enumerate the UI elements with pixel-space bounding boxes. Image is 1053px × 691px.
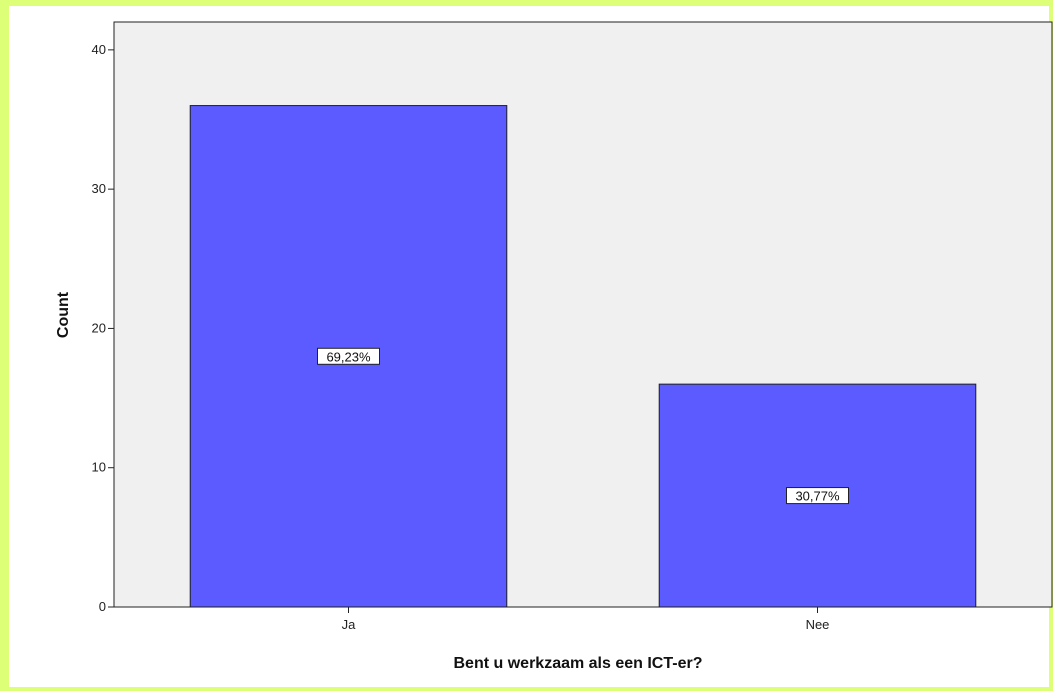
data-label: 30,77% xyxy=(786,487,849,505)
y-tick-label: 20 xyxy=(92,320,106,335)
y-axis: 0 10 20 30 40 xyxy=(92,42,114,614)
y-tick-label: 10 xyxy=(92,460,106,475)
x-tick-label: Nee xyxy=(806,617,830,632)
y-axis-title: Count xyxy=(55,291,72,338)
x-axis: Ja Nee xyxy=(342,607,830,632)
y-tick-label: 40 xyxy=(92,42,106,57)
y-tick-label: 30 xyxy=(92,181,106,196)
data-label-text: 69,23% xyxy=(326,349,371,364)
data-label-box xyxy=(317,347,380,365)
data-label: 69,23% xyxy=(317,347,380,365)
x-tick-label: Ja xyxy=(342,617,357,632)
y-tick-label: 0 xyxy=(99,599,106,614)
data-label-text: 30,77% xyxy=(795,489,840,504)
data-label-box xyxy=(786,487,849,505)
x-axis-title: Bent u werkzaam als een ICT-er? xyxy=(454,655,703,672)
data-labels: 69,23% 30,77% xyxy=(317,347,849,505)
